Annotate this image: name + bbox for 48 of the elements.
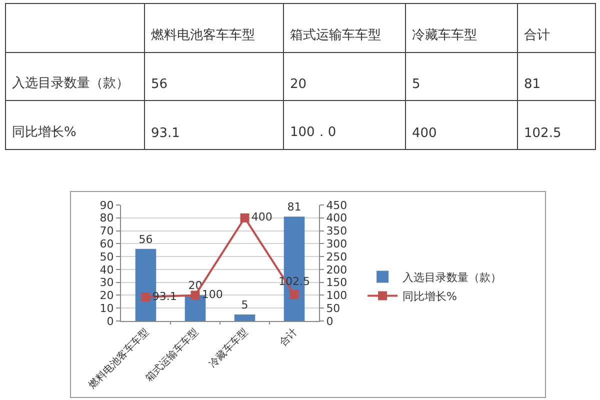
category-label: 箱式运输车车型 [284, 4, 406, 52]
y2-tick-label: 250 [326, 250, 348, 264]
y2-tick-label: 300 [326, 238, 348, 251]
x-tick-label: 冷藏车车型 [206, 326, 250, 370]
data-label: 56 [144, 52, 284, 101]
y2-tick-label: 50 [326, 302, 340, 315]
y-tick-label: 50 [100, 250, 114, 264]
point [290, 290, 299, 300]
legend-label: 入选目录数量（款） [402, 270, 502, 284]
text: 同比增长% [6, 100, 144, 150]
y-tick-label: 30 [100, 276, 114, 290]
y2-tick-label: 0 [326, 314, 334, 328]
y-tick-label: 90 [100, 198, 114, 212]
data-label: 81 [287, 200, 302, 214]
y2-tick-label: 350 [326, 224, 348, 238]
y-tick-label: 40 [100, 263, 114, 276]
data-label: 56 [138, 232, 153, 246]
y2-tick-label: 200 [326, 263, 348, 276]
x-tick-label: 合计 [277, 326, 300, 349]
y-tick-label: 20 [100, 289, 114, 302]
text: 入选目录数量（款） [6, 52, 144, 101]
data-label: 102.5 [518, 100, 596, 150]
data-label: 400 [406, 100, 518, 150]
point [240, 213, 250, 222]
y-tick-label: 0 [106, 314, 114, 328]
data-label: 93.1 [144, 100, 284, 150]
category-label: 合计 [518, 4, 596, 52]
y-tick-label: 10 [100, 302, 114, 315]
data-label: 100．0 [284, 100, 406, 150]
category-label: 燃料电池客车车型 [144, 4, 284, 52]
data-label: 20 [284, 52, 406, 101]
y-tick-label: 80 [100, 212, 114, 225]
data-label: 400 [251, 210, 272, 224]
data-label: 5 [241, 298, 248, 312]
y2-tick-label: 150 [326, 276, 348, 290]
point [190, 290, 200, 300]
y-tick-label: 70 [100, 224, 114, 238]
y2-tick-label: 450 [326, 198, 348, 212]
data-label: 100 [202, 288, 223, 301]
point [141, 292, 150, 302]
data-label: 5 [406, 52, 518, 101]
data-label: 81 [518, 52, 596, 101]
legend-label: 同比增长% [402, 290, 458, 303]
y2-tick-label: 400 [326, 212, 348, 225]
y2-tick-label: 100 [326, 289, 348, 302]
bar [234, 314, 256, 321]
category-label: 冷藏车车型 [406, 4, 518, 52]
y-tick-label: 60 [100, 238, 114, 251]
